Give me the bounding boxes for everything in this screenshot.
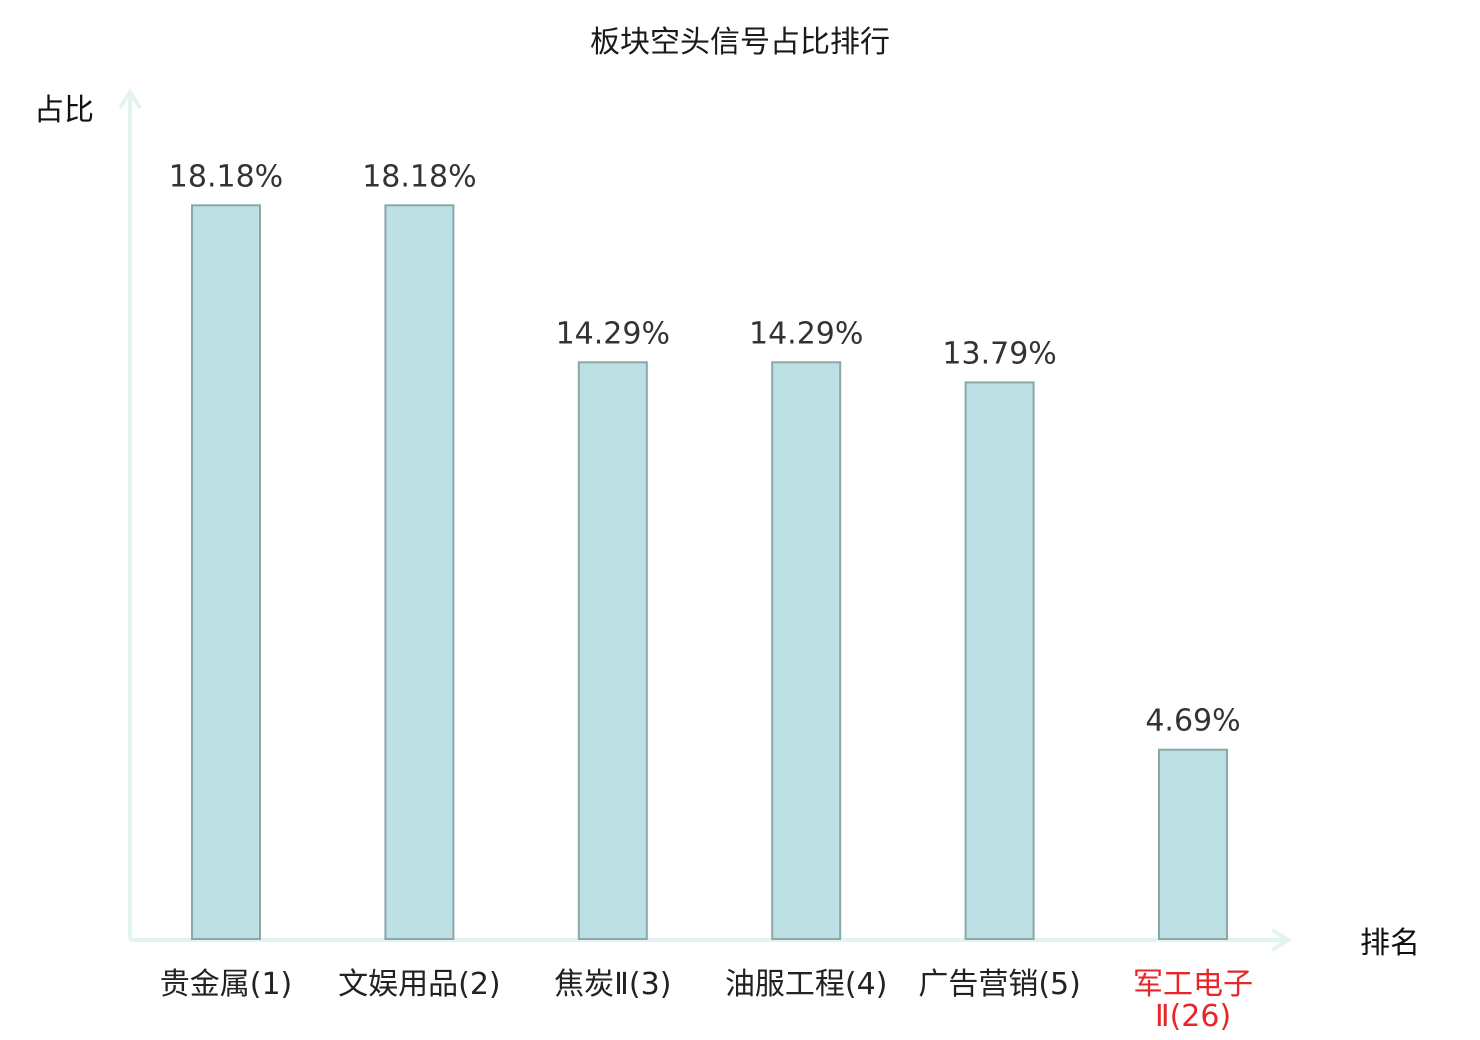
x-tick-label: 焦炭Ⅱ(3) [554,967,671,1002]
bar[interactable] [191,204,261,941]
bar-value-label: 14.29% [556,316,670,351]
bar[interactable] [384,204,455,941]
x-axis-label: 排名 [1360,926,1420,961]
x-tick-label: 军工电子 Ⅱ(26) [1133,967,1253,1034]
y-axis [118,88,142,940]
bar-value-label: 14.29% [749,316,863,351]
x-tick-label: 广告营销(5) [918,967,1081,1002]
chart-title: 板块空头信号占比排行 [590,25,890,60]
x-axis-arrow-icon [1270,928,1292,952]
x-tick-label: 贵金属(1) [160,967,293,1002]
bar[interactable] [1158,748,1228,941]
bar[interactable] [771,361,842,940]
x-axis [130,928,1292,952]
category-labels: 贵金属(1) 文娱用品(2) 焦炭Ⅱ(3) 油服工程(4) 广告营销(5) 军工电子 Ⅱ(2… [160,967,1253,1034]
y-axis-label: 占比 [34,93,94,128]
bar-series [191,204,1228,941]
bar-value-label: 18.18% [362,159,476,194]
value-labels: 18.18% 18.18% 14.29% 14.29% 13.79% 4.69% [169,159,1241,738]
bar[interactable] [964,381,1035,940]
bar-value-label: 13.79% [942,336,1056,371]
bar[interactable] [577,361,648,940]
x-tick-label: 文娱用品(2) [338,967,501,1002]
bar-value-label: 4.69% [1145,704,1240,739]
x-tick-label: 油服工程(4) [725,967,888,1002]
y-axis-arrow-icon [118,88,142,110]
bar-value-label: 18.18% [169,159,283,194]
